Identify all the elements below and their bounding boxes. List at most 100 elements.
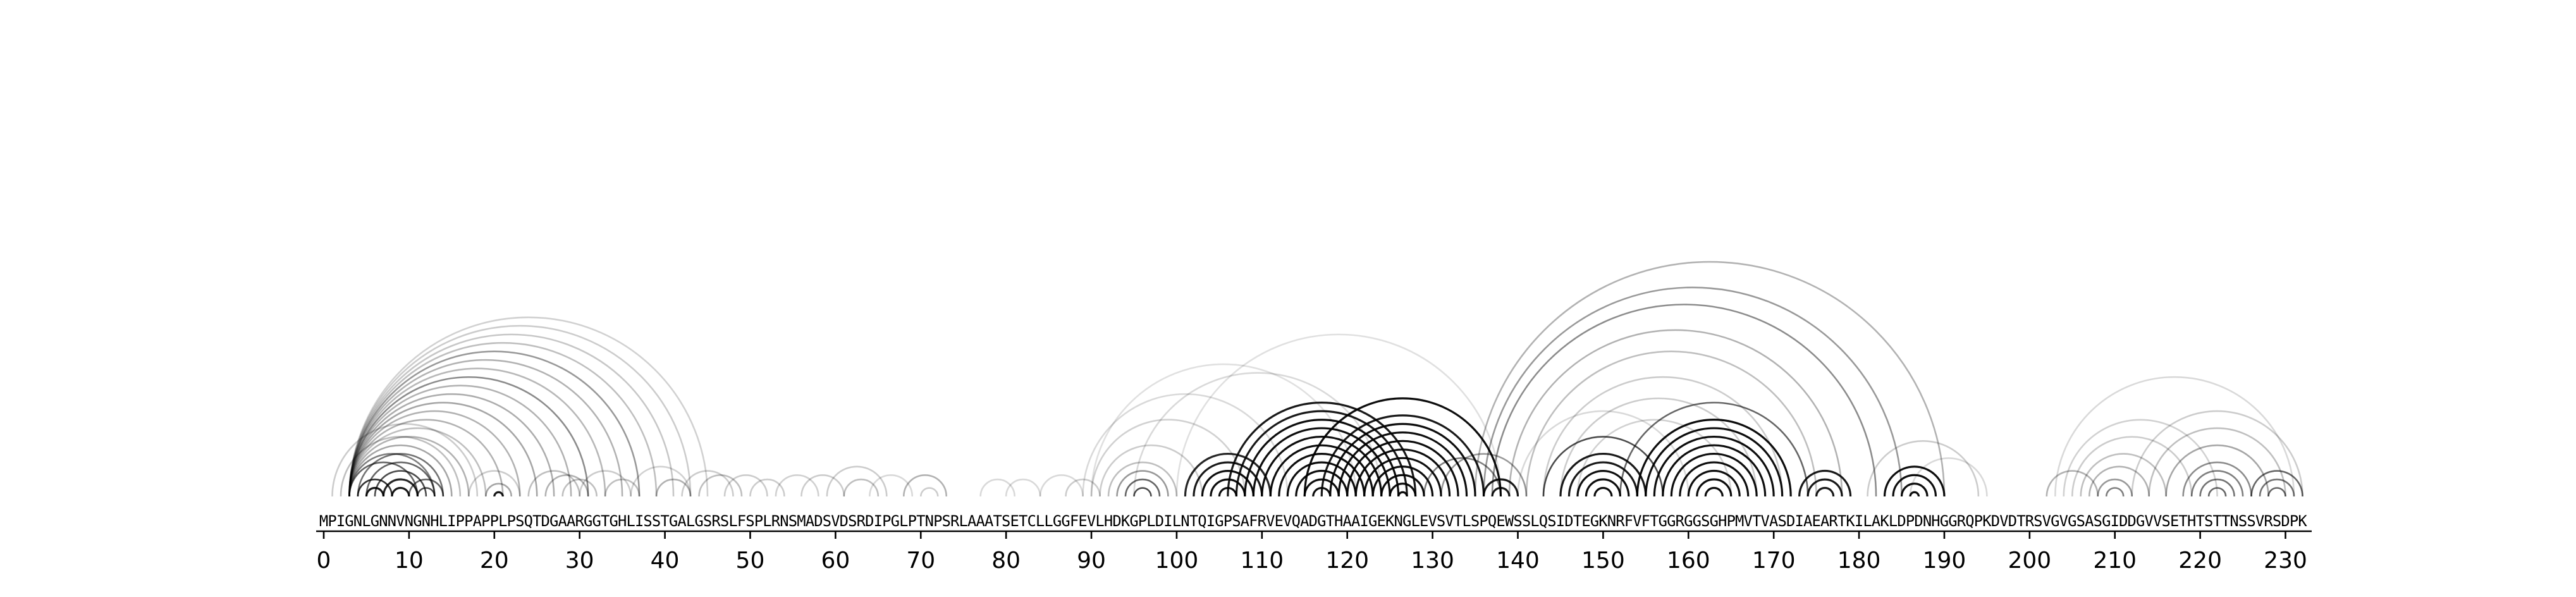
residue-label: K xyxy=(1598,512,1608,530)
residue-label: E xyxy=(1010,512,1019,530)
residue-label: A xyxy=(473,512,482,530)
residue-label: S xyxy=(2076,512,2085,530)
residue-label: P xyxy=(507,512,516,530)
residue-label: G xyxy=(592,512,601,530)
residue-label: N xyxy=(353,512,362,530)
residue-label: L xyxy=(686,512,695,530)
residue-label: G xyxy=(345,512,353,530)
x-tick-label: 140 xyxy=(1496,548,1540,574)
residue-label: G xyxy=(1317,512,1326,530)
contact-arc xyxy=(348,436,470,497)
contact-arc xyxy=(348,393,555,497)
contact-arc xyxy=(468,470,521,497)
residue-label: E xyxy=(1420,512,1428,530)
contact-arc xyxy=(2148,427,2286,497)
residue-label: S xyxy=(703,512,712,530)
residue-label: N xyxy=(405,512,414,530)
residue-label: I xyxy=(874,512,883,530)
contact-arc xyxy=(1244,418,1400,497)
contact-arc xyxy=(1329,422,1476,497)
contact-arc xyxy=(1354,448,1451,497)
residue-label: G xyxy=(1215,512,1224,530)
contact-arc xyxy=(357,453,445,497)
x-tick-label: 120 xyxy=(1325,548,1369,574)
x-tick-label: 130 xyxy=(1411,548,1454,574)
contact-arc xyxy=(604,479,641,497)
residue-label: D xyxy=(1914,512,1923,530)
residue-label: L xyxy=(439,512,448,530)
residue-label: R xyxy=(711,512,721,530)
residue-label: G xyxy=(694,512,703,530)
contact-arc xyxy=(484,483,513,497)
residue-label: R xyxy=(575,512,585,530)
residue-label: H xyxy=(1931,512,1940,530)
x-tick-label: 40 xyxy=(651,548,680,574)
contact-arc xyxy=(2267,487,2286,497)
residue-label: E xyxy=(1078,512,1087,530)
contact-arc xyxy=(1389,483,1417,497)
residue-label: D xyxy=(1155,512,1164,530)
contact-arc xyxy=(408,478,445,497)
residue-label: S xyxy=(1002,512,1010,530)
contact-arc xyxy=(1576,469,1630,497)
residue-label: A xyxy=(1351,512,1360,530)
contact-arc xyxy=(800,474,845,497)
x-axis: 0 10 20 30 40 50 60 70 80 90 100 110 120 130 140 150 160… xyxy=(317,531,2307,574)
residue-label: F xyxy=(1249,512,1258,530)
residue-label: T xyxy=(1752,512,1761,530)
contact-arc xyxy=(374,470,427,497)
residue-label: V xyxy=(2042,512,2051,530)
residue-label: V xyxy=(2145,512,2154,530)
contact-arc xyxy=(723,474,768,497)
contact-arc xyxy=(349,352,639,496)
contact-arc xyxy=(348,402,538,497)
residue-label: N xyxy=(1394,512,1402,530)
contact-arc xyxy=(348,316,709,497)
residue-label: L xyxy=(1036,512,1045,530)
residue-label: D xyxy=(541,512,550,530)
residue-label: S xyxy=(745,512,754,530)
contact-arc xyxy=(1175,334,1502,497)
residue-label: S xyxy=(848,512,857,530)
contact-arc xyxy=(348,444,453,497)
contact-arc xyxy=(340,436,462,497)
x-tick-label: 20 xyxy=(480,548,509,574)
residue-label: N xyxy=(925,512,934,530)
contact-arc xyxy=(417,487,436,497)
residue-label: N xyxy=(1181,512,1189,530)
residue-label: Q xyxy=(1539,512,1548,530)
residue-label: G xyxy=(1590,512,1599,530)
x-tick-label: 180 xyxy=(1837,548,1881,574)
residue-label: I xyxy=(1163,512,1172,530)
residue-label: I xyxy=(1794,512,1803,530)
contact-arc xyxy=(1559,453,1647,497)
residue-label: G xyxy=(1693,512,1702,530)
residue-label: A xyxy=(558,512,567,530)
residue-label: F xyxy=(1624,512,1633,530)
residue-label: N xyxy=(1607,512,1616,530)
residue-label: A xyxy=(1300,512,1309,530)
residue-label: K xyxy=(1880,512,1889,530)
residue-label: I xyxy=(336,512,345,530)
residue-label: L xyxy=(959,512,968,530)
residue-label: V xyxy=(1744,512,1753,530)
residue-label: D xyxy=(840,512,849,530)
contact-arc xyxy=(1645,427,1784,497)
contact-arc xyxy=(2207,487,2227,497)
contact-arc xyxy=(348,376,589,497)
residue-label: H xyxy=(1334,512,1343,530)
contact-arc xyxy=(1696,478,1733,497)
residue-label: D xyxy=(1564,512,1573,530)
contact-arc xyxy=(1867,440,1980,497)
residue-label: R xyxy=(1616,512,1625,530)
x-tick-label: 220 xyxy=(2178,548,2222,574)
contact-arc xyxy=(1065,479,1101,497)
contact-arc xyxy=(1636,419,1792,497)
contact-arc xyxy=(561,478,598,497)
residue-label: S xyxy=(1547,512,1556,530)
x-tick-label: 80 xyxy=(991,548,1021,574)
residue-label: S xyxy=(2162,512,2171,530)
residue-label: G xyxy=(1948,512,1957,530)
residue-label: F xyxy=(1070,512,1079,530)
residue-label: V xyxy=(396,512,405,530)
